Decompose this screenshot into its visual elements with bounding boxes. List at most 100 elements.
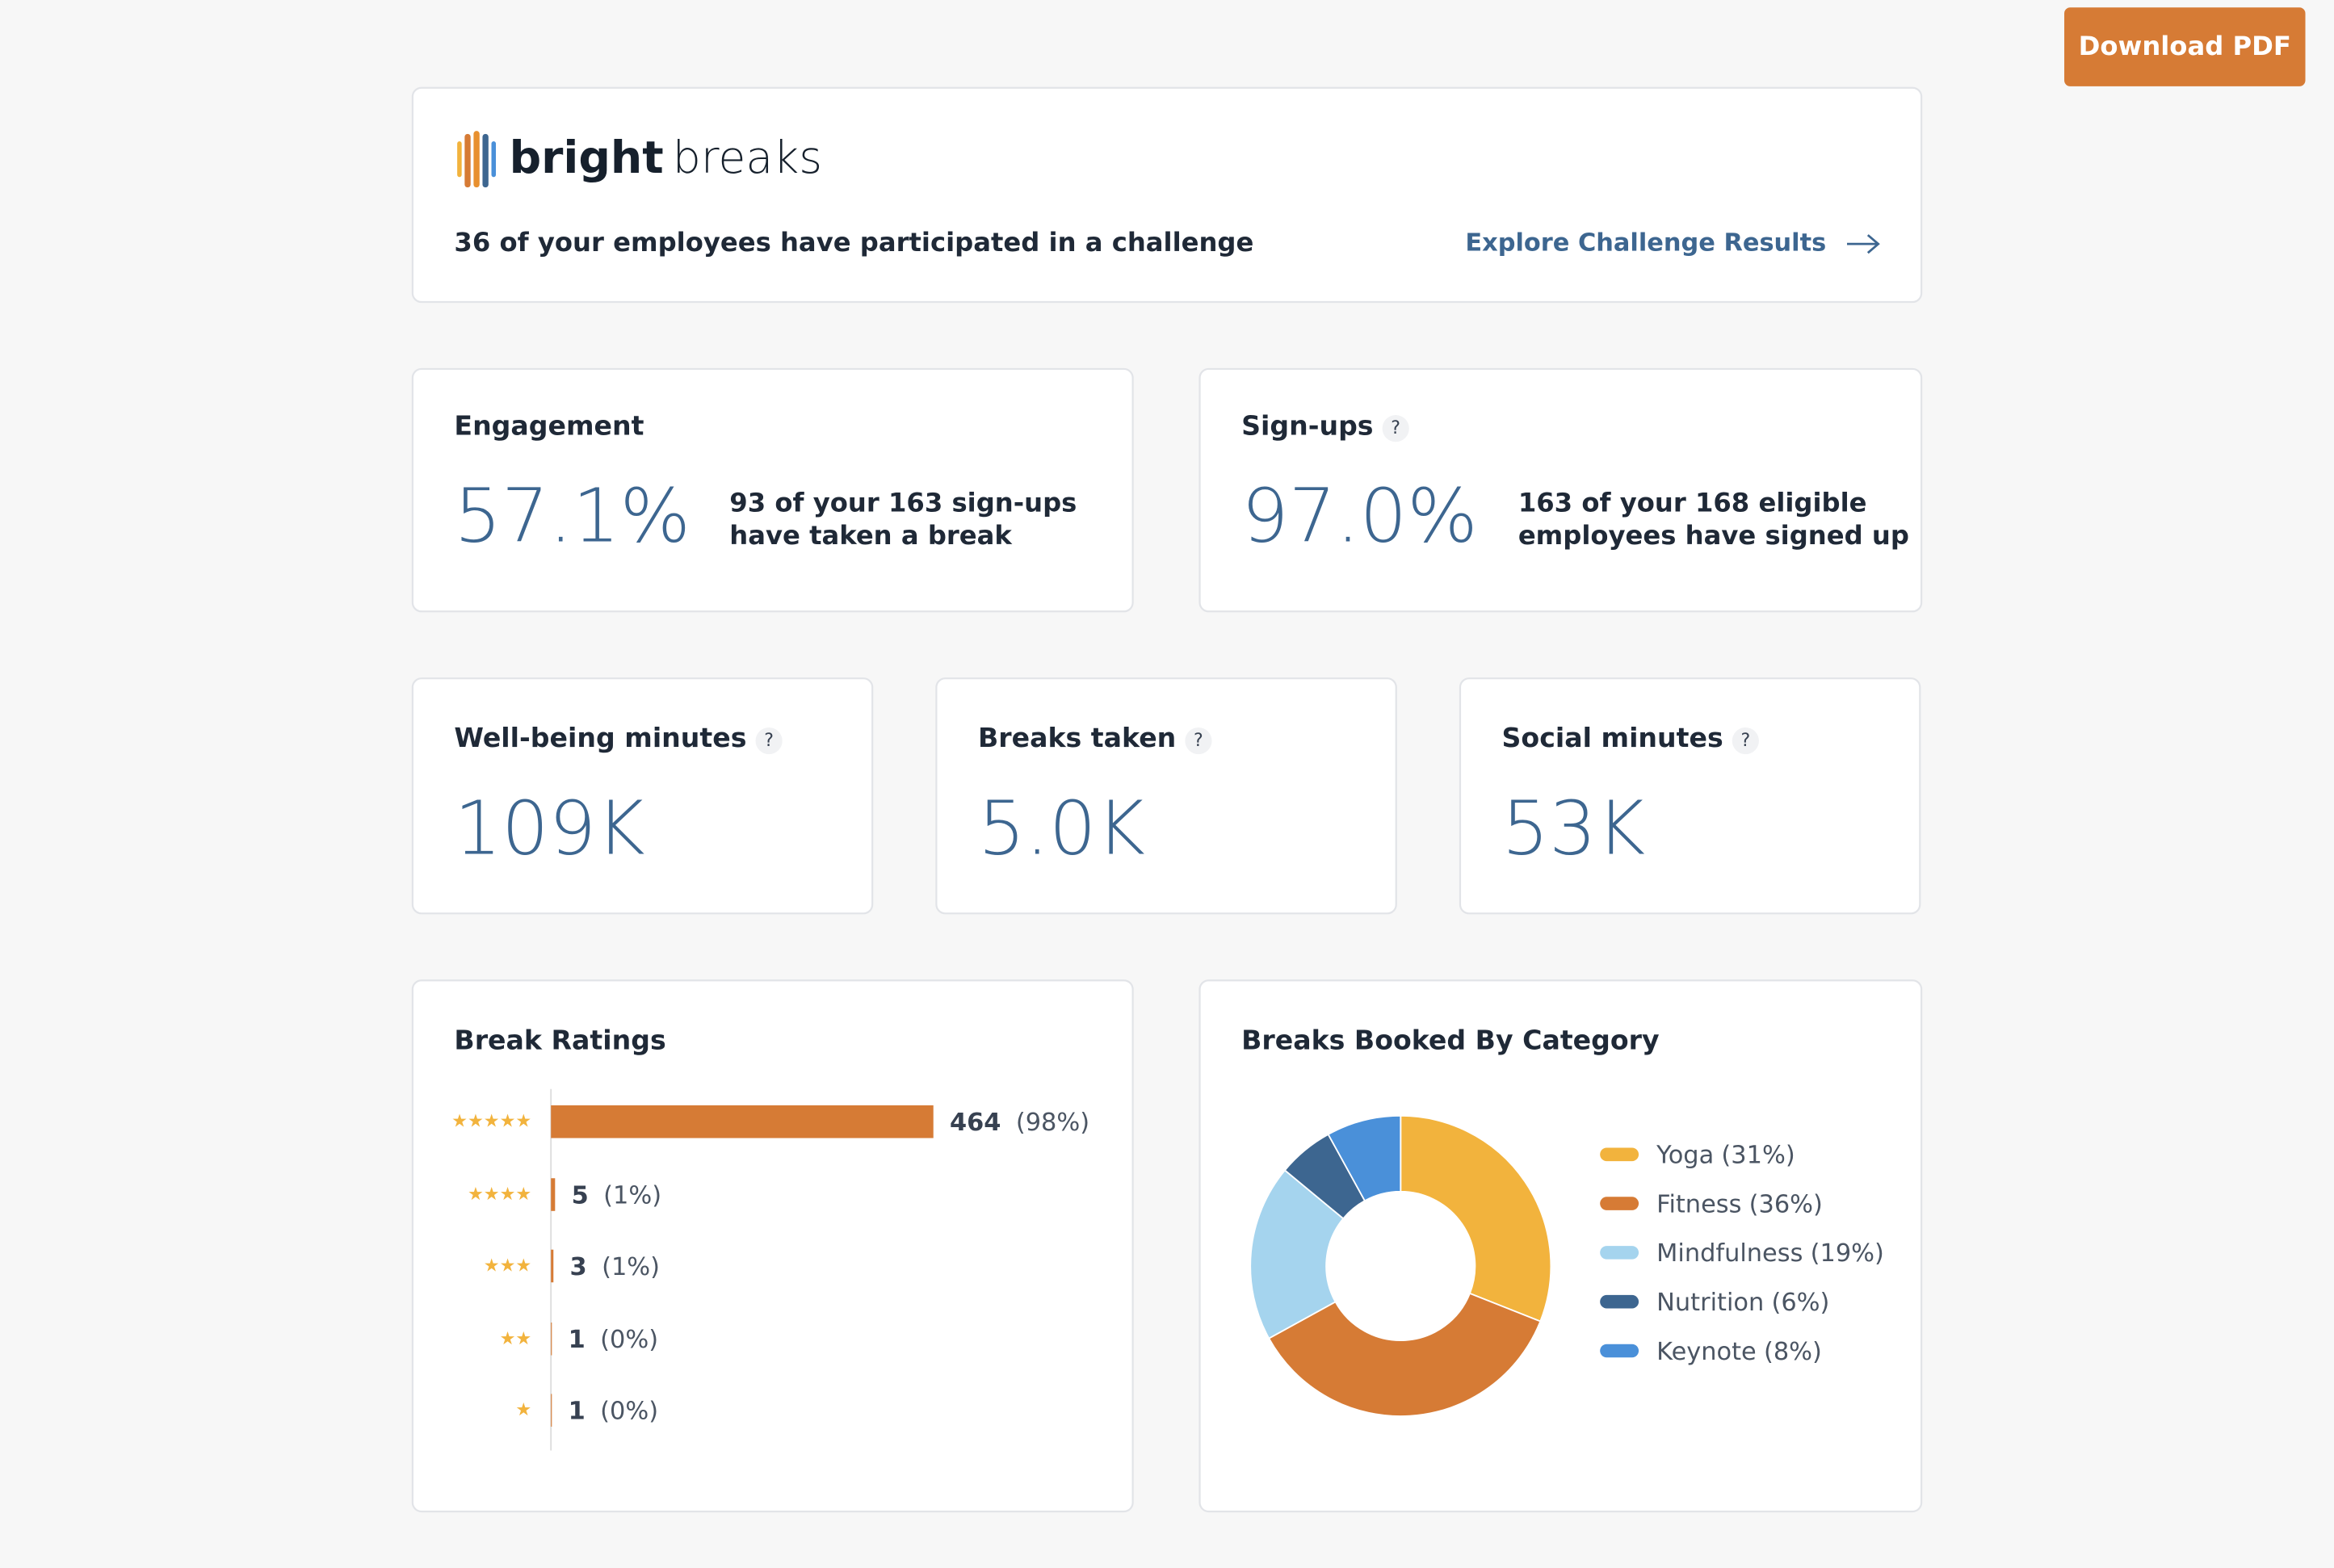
stat-card: Breaks taken ? 5.0K bbox=[935, 677, 1397, 915]
brand-bold: bright bbox=[510, 132, 664, 184]
help-circle[interactable] bbox=[1382, 415, 1409, 442]
stat-value: 5.0K bbox=[978, 784, 1145, 871]
legend-label: Mindfulness (19%) bbox=[1656, 1239, 1884, 1268]
chart-title: Breaks Booked By Category bbox=[1241, 1024, 1660, 1055]
logo-bar bbox=[491, 141, 497, 178]
stat-title: Engagement bbox=[454, 409, 644, 441]
brand-light: breaks bbox=[673, 132, 822, 184]
legend-value: (8%) bbox=[1764, 1337, 1822, 1365]
chart-title: Break Ratings bbox=[454, 1024, 665, 1055]
legend-swatch bbox=[1600, 1147, 1639, 1162]
value-label: 1 (0%) bbox=[569, 1326, 659, 1354]
stat-description: 163 of your 168 eligible bbox=[1518, 488, 1867, 518]
legend-swatch bbox=[1600, 1294, 1639, 1309]
legend-value: (36%) bbox=[1749, 1190, 1823, 1218]
help-circle[interactable] bbox=[755, 727, 783, 755]
legend-label: Yoga (31%) bbox=[1656, 1141, 1795, 1169]
category-chart: Yoga (31%) Fitness (36%) Mindfulness (19%) Nut… bbox=[1249, 1114, 1884, 1417]
legend-swatch bbox=[1600, 1344, 1639, 1358]
explore-link[interactable]: Explore Challenge Results bbox=[1465, 229, 1880, 258]
bar bbox=[551, 1249, 554, 1283]
legend-swatch bbox=[1600, 1197, 1639, 1210]
link-label[interactable]: Explore Challenge Results bbox=[1465, 229, 1826, 258]
legend-label: Fitness (36%) bbox=[1656, 1190, 1823, 1218]
stat-value: 57.1% bbox=[454, 472, 691, 559]
legend-value: (31%) bbox=[1721, 1141, 1795, 1169]
bar bbox=[551, 1394, 552, 1427]
ratings-chart: ★★★★★ 464 (98%) ★★★★ 5 (1%) ★★★ 3 (1%) ★★ 1 (0%) ★ 1 (… bbox=[451, 1088, 1089, 1451]
bar bbox=[551, 1178, 556, 1211]
share-label: (1%) bbox=[602, 1252, 660, 1281]
category-label: ★★★ bbox=[484, 1255, 531, 1276]
legend-category: Keynote bbox=[1656, 1337, 1757, 1365]
stat-card: Well-being minutes ? 109K bbox=[411, 677, 874, 915]
legend-category: Fitness bbox=[1656, 1190, 1741, 1218]
stat-value: 97.0% bbox=[1241, 472, 1478, 559]
stat-title: Social minutes bbox=[1502, 722, 1723, 753]
value: 5 bbox=[572, 1181, 589, 1210]
value-label: 5 (1%) bbox=[572, 1181, 662, 1210]
legend-label: Nutrition (6%) bbox=[1656, 1289, 1829, 1317]
stat-card: Sign-ups ? 97.0% 163 of your 168 eligibleem… bbox=[1198, 367, 1923, 613]
stat-value: 53K bbox=[1502, 784, 1646, 871]
challenge-text: 36 of your employees have participated i… bbox=[454, 227, 1253, 258]
value: 3 bbox=[570, 1252, 587, 1281]
share-label: (1%) bbox=[603, 1181, 661, 1210]
stat-card: Social minutes ? 53K bbox=[1459, 677, 1921, 915]
donut-slice bbox=[1267, 1292, 1542, 1417]
stat-description: 93 of your 163 sign-ups bbox=[729, 488, 1077, 518]
stat-title: Breaks taken bbox=[978, 722, 1176, 753]
logo-bar bbox=[457, 141, 462, 178]
stat-title: Well-being minutes bbox=[454, 722, 746, 753]
stat-cards: Engagement 57.1% 93 of your 163 sign-upsha… bbox=[411, 367, 1923, 915]
help-icon[interactable]: ? bbox=[1194, 730, 1203, 751]
help-circle[interactable] bbox=[1185, 727, 1212, 755]
card bbox=[411, 367, 1134, 613]
link-arrow[interactable] bbox=[1847, 234, 1880, 254]
stat-description: employees have signed up bbox=[1518, 520, 1909, 551]
donut-slice bbox=[1249, 1169, 1345, 1340]
stat-title: Sign-ups bbox=[1241, 409, 1373, 441]
donut-slice bbox=[1327, 1114, 1402, 1202]
card bbox=[935, 677, 1397, 915]
card bbox=[1198, 367, 1923, 613]
value-label: 3 (1%) bbox=[570, 1252, 661, 1281]
legend-category: Mindfulness bbox=[1656, 1239, 1803, 1268]
category-label: ★★★★★ bbox=[451, 1111, 531, 1132]
value: 464 bbox=[950, 1109, 1001, 1137]
bar bbox=[551, 1322, 552, 1356]
value-label: 464 (98%) bbox=[950, 1109, 1089, 1137]
bar bbox=[551, 1105, 934, 1138]
category-label: ★★★★ bbox=[468, 1184, 531, 1205]
category-label: ★ bbox=[515, 1399, 531, 1420]
logo-bar bbox=[473, 131, 480, 188]
help-icon[interactable]: ? bbox=[1391, 417, 1400, 438]
stat-card: Engagement 57.1% 93 of your 163 sign-upsha… bbox=[411, 367, 1134, 613]
donut-slice bbox=[1400, 1114, 1552, 1323]
logo-bar bbox=[482, 133, 489, 188]
value: 1 bbox=[569, 1326, 586, 1354]
download-button[interactable]: Download PDF bbox=[2064, 7, 2306, 86]
logo: bright breaks bbox=[457, 131, 822, 188]
button-label[interactable]: Download PDF bbox=[2079, 31, 2291, 61]
legend-category: Nutrition bbox=[1656, 1289, 1764, 1317]
value-label: 1 (0%) bbox=[569, 1397, 659, 1425]
button-bg[interactable] bbox=[2064, 7, 2306, 86]
logo-bar bbox=[464, 133, 471, 188]
legend-category: Yoga bbox=[1656, 1141, 1714, 1169]
stat-description: have taken a break bbox=[729, 520, 1013, 551]
help-icon[interactable]: ? bbox=[1740, 730, 1750, 751]
legend-value: (6%) bbox=[1771, 1289, 1829, 1317]
help-icon[interactable]: ? bbox=[764, 730, 774, 751]
card bbox=[1459, 677, 1921, 915]
share-label: (0%) bbox=[600, 1326, 658, 1354]
share-label: (0%) bbox=[600, 1397, 658, 1425]
header-card bbox=[411, 86, 1923, 304]
legend-label: Keynote (8%) bbox=[1656, 1337, 1822, 1365]
brand: bright breaks bbox=[510, 132, 822, 184]
category-label: ★★ bbox=[500, 1328, 532, 1349]
help-circle[interactable] bbox=[1732, 727, 1759, 755]
